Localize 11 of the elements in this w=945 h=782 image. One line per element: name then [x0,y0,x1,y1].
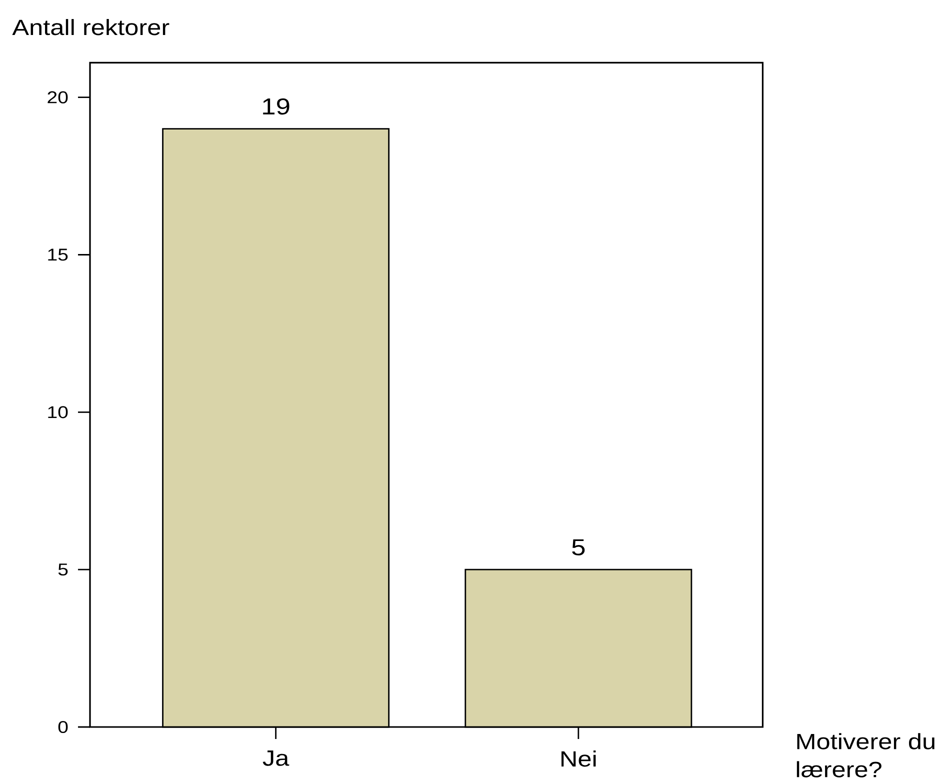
y-tick-label: 0 [58,720,68,734]
y-tick-label: 15 [48,248,68,261]
data-label: 19 [263,98,290,115]
data-label: 5 [572,539,585,556]
x-tick-label: Nei [562,750,596,767]
x-tick-label: Ja [262,750,290,766]
y-tick-label: 10 [48,406,68,418]
x-axis-title: Motiverer du lærere? [796,733,934,778]
y-tick-label: 20 [48,91,68,104]
y-axis-title: Antall rektorer [12,19,170,36]
y-tick-label: 5 [58,564,68,576]
